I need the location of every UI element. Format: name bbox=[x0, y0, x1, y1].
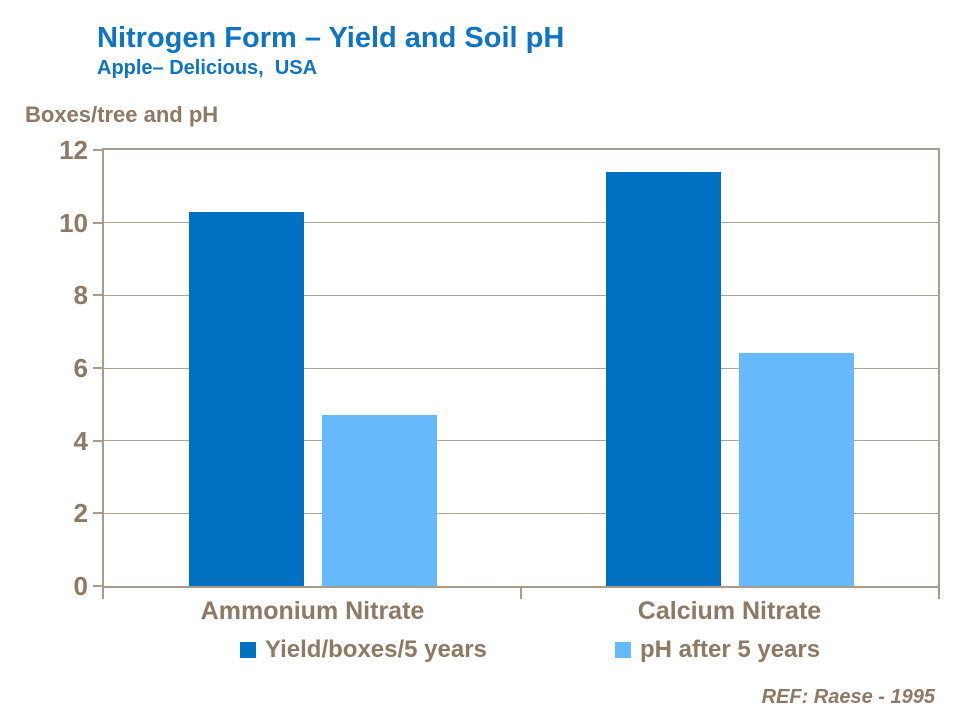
chart-subtitle: Apple– Delicious, USA bbox=[97, 57, 318, 79]
gridline-8 bbox=[104, 294, 938, 296]
bar-series1-cat0 bbox=[321, 415, 437, 586]
x-tick-mark-1 bbox=[520, 588, 522, 599]
legend-label-1: pH after 5 years bbox=[640, 636, 821, 663]
legend-item-0: Yield/boxes/5 years bbox=[240, 636, 487, 664]
y-tick-label-12: 12 bbox=[59, 135, 88, 165]
y-tick-mark-8 bbox=[93, 294, 102, 297]
y-tick-mark-12 bbox=[93, 149, 102, 151]
gridline-4 bbox=[104, 440, 938, 442]
y-tick-label-6: 6 bbox=[73, 353, 88, 383]
legend-item-1: pH after 5 years bbox=[615, 636, 820, 664]
y-tick-label-0: 0 bbox=[73, 571, 88, 601]
y-tick-mark-4 bbox=[93, 439, 102, 442]
plot-area bbox=[102, 148, 940, 588]
y-axis-title: Boxes/tree and pH bbox=[25, 102, 219, 127]
chart-title: Nitrogen Form – Yield and Soil pH bbox=[97, 22, 565, 54]
y-tick-label-4: 4 bbox=[73, 425, 88, 456]
x-category-label-0: Ammonium Nitrate bbox=[200, 597, 425, 625]
y-tick-mark-10 bbox=[93, 221, 102, 224]
x-tick-mark-0 bbox=[102, 588, 104, 599]
bar-series0-cat1 bbox=[605, 171, 721, 586]
y-tick-label-8: 8 bbox=[73, 280, 88, 311]
reference-text: REF: Raese - 1995 bbox=[761, 686, 935, 708]
y-tick-label-2: 2 bbox=[73, 498, 88, 529]
gridline-6 bbox=[104, 367, 938, 369]
gridline-2 bbox=[104, 512, 938, 514]
y-tick-mark-0 bbox=[93, 585, 102, 587]
legend-label-0: Yield/boxes/5 years bbox=[265, 636, 487, 663]
x-tick-mark-2 bbox=[938, 588, 940, 599]
y-tick-mark-2 bbox=[93, 512, 102, 515]
x-category-label-1: Calcium Nitrate bbox=[637, 597, 822, 625]
bar-series0-cat0 bbox=[188, 211, 304, 586]
gridline-10 bbox=[104, 222, 938, 224]
legend-swatch-1 bbox=[615, 642, 631, 658]
bar-series1-cat1 bbox=[738, 353, 854, 586]
y-tick-label-10: 10 bbox=[59, 207, 88, 238]
legend-swatch-0 bbox=[240, 642, 256, 658]
y-tick-mark-6 bbox=[93, 367, 102, 369]
